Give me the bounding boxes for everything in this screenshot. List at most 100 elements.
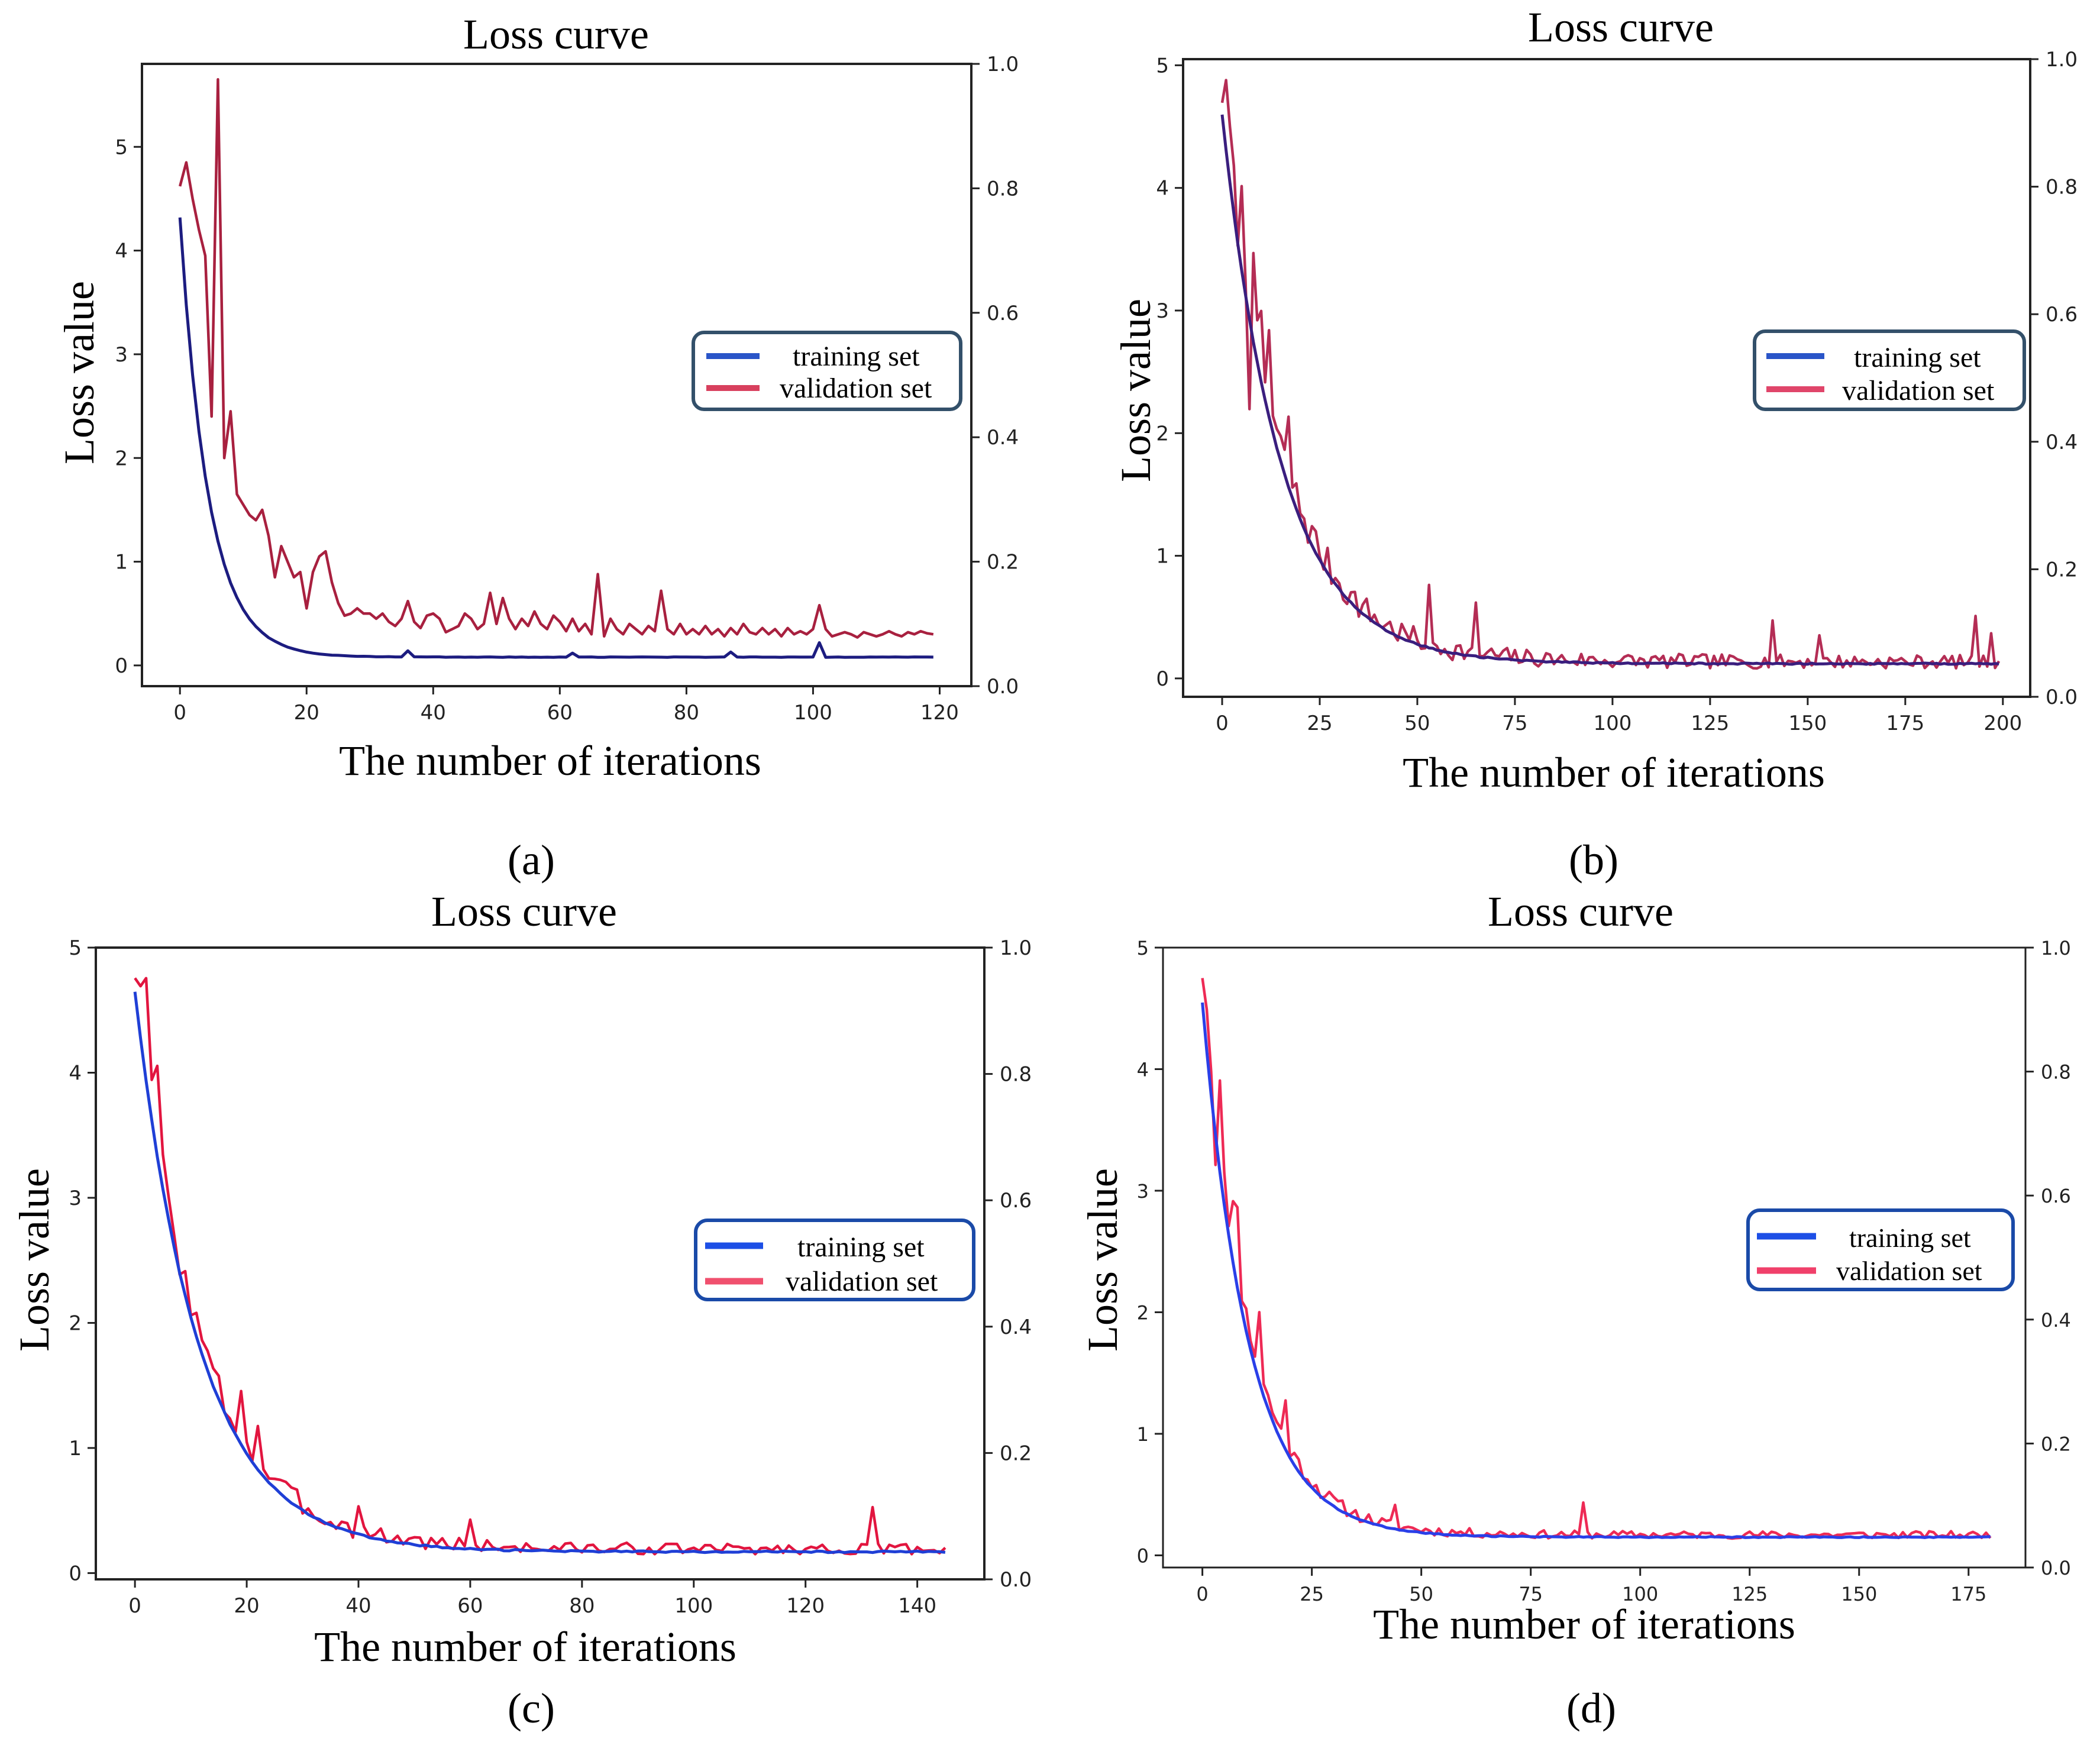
plot-frame: [1182, 58, 2031, 698]
x-tick-label: 0: [128, 1594, 141, 1618]
x-tick-label: 0: [1196, 1583, 1208, 1605]
y-tick-label: 4: [115, 240, 128, 263]
series-line-validation: [1201, 978, 1992, 1540]
y-tick-label: 1: [1137, 1423, 1149, 1446]
y2-tick-label: 0.8: [2046, 176, 2078, 199]
x-tick-label: 140: [898, 1594, 936, 1618]
y2-tick-label: 0.2: [2041, 1433, 2071, 1455]
y2-tick-label: 0.2: [1000, 1442, 1032, 1465]
legend-label-training: training set: [1854, 342, 1981, 373]
x-tick-label: 20: [294, 701, 319, 725]
y2-tick-label: 0.4: [2041, 1309, 2071, 1331]
series-line-training: [1220, 114, 1999, 666]
x-axis-label: The number of iterations: [1403, 749, 1825, 796]
legend: training set validation set: [694, 1219, 975, 1301]
x-tick-label: 175: [1950, 1583, 1986, 1605]
x-tick-label: 150: [1788, 712, 1827, 735]
y2-tick-label: 0.0: [987, 675, 1019, 699]
x-tick-label: 40: [421, 701, 446, 725]
y2-tick-label: 0.6: [987, 302, 1019, 325]
panel-a: Loss curve 0 20 40 60 80 100 120 0 1 2 3 4 5 0.0 0.2 0.…: [56, 11, 1019, 884]
y-tick-label: 3: [69, 1187, 82, 1210]
y-tick-label: 2: [69, 1311, 82, 1335]
y-axis-label: Loss value: [1112, 299, 1159, 482]
chart-title: Loss curve: [1488, 888, 1673, 935]
chart-title: Loss curve: [463, 11, 649, 58]
plot-frame: [141, 63, 973, 687]
y2-tick-label: 0.0: [1000, 1568, 1032, 1592]
y2-tick-label: 0.8: [2041, 1061, 2071, 1084]
legend-label-training: training set: [1849, 1223, 1971, 1253]
y-tick-label: 2: [1156, 422, 1169, 445]
y2-tick-label: 0.4: [1000, 1316, 1032, 1339]
x-tick-label: 75: [1519, 1583, 1543, 1605]
plot-frame: [1162, 946, 2027, 1569]
y-tick-label: 3: [115, 343, 128, 367]
y-axis-label: Loss value: [1079, 1168, 1126, 1352]
legend-label-validation: validation set: [786, 1266, 938, 1297]
plot-frame: [95, 946, 986, 1581]
y2-tick-label: 1.0: [1000, 936, 1032, 960]
x-tick-label: 40: [345, 1594, 371, 1618]
x-tick-label: 125: [1691, 712, 1729, 735]
chart-title: Loss curve: [1528, 4, 1714, 51]
x-tick-label: 60: [457, 1594, 483, 1618]
y-tick-label: 1: [69, 1437, 82, 1460]
legend: training set validation set: [692, 331, 962, 411]
x-tick-label: 0: [1216, 712, 1229, 735]
y-tick-label: 5: [1137, 937, 1149, 959]
series-line-training: [178, 217, 933, 659]
x-tick-label: 100: [1593, 712, 1631, 735]
y-tick-label: 4: [69, 1061, 82, 1085]
series-line-training: [133, 991, 946, 1554]
y-tick-label: 5: [69, 936, 82, 960]
y2-tick-label: 1.0: [2046, 48, 2078, 72]
x-tick-label: 60: [547, 701, 573, 725]
y-tick-label: 5: [1156, 54, 1169, 77]
y-tick-label: 2: [1137, 1301, 1149, 1324]
y2-tick-label: 0.6: [1000, 1189, 1032, 1213]
legend-box: [694, 1219, 975, 1301]
y-tick-label: 3: [1156, 299, 1169, 323]
series-line-training: [1201, 1002, 1991, 1539]
x-tick-label: 25: [1300, 1583, 1324, 1605]
x-tick-label: 25: [1307, 712, 1332, 735]
y-tick-label: 0: [1156, 667, 1169, 691]
legend-label-validation: validation set: [1836, 1256, 1982, 1286]
y-tick-label: 3: [1137, 1180, 1149, 1203]
legend-label-training: training set: [797, 1232, 925, 1263]
y2-tick-label: 0.2: [987, 551, 1019, 574]
panel-label: (d): [1566, 1685, 1616, 1732]
x-axis-label: The number of iterations: [1373, 1601, 1795, 1648]
y2-tick-label: 0.0: [2046, 686, 2078, 709]
y2-tick-label: 1.0: [2041, 937, 2071, 959]
legend-label-training: training set: [793, 341, 920, 372]
panel-label: (c): [508, 1685, 555, 1732]
x-tick-label: 120: [920, 701, 959, 725]
x-tick-label: 75: [1502, 712, 1527, 735]
y2-tick-label: 0.4: [987, 426, 1019, 450]
y-tick-label: 4: [1156, 177, 1169, 201]
x-tick-label: 175: [1886, 712, 1924, 735]
x-axis-label: The number of iterations: [314, 1623, 736, 1670]
series-line-validation: [179, 78, 934, 639]
x-tick-label: 120: [786, 1594, 825, 1618]
x-tick-label: 200: [1983, 712, 2022, 735]
x-tick-label: 50: [1409, 1583, 1433, 1605]
x-tick-label: 80: [674, 701, 699, 725]
y2-tick-label: 0.0: [2041, 1557, 2071, 1579]
x-tick-label: 150: [1841, 1583, 1877, 1605]
x-tick-label: 125: [1731, 1583, 1768, 1605]
legend: training set validation set: [1753, 329, 2026, 411]
y2-tick-label: 0.4: [2046, 431, 2078, 454]
x-tick-label: 100: [674, 1594, 713, 1618]
panel-label: (a): [508, 836, 555, 884]
y-tick-label: 1: [1156, 545, 1169, 568]
x-axis-label: The number of iterations: [339, 737, 761, 784]
x-tick-label: 50: [1404, 712, 1430, 735]
panel-label: (b): [1569, 836, 1618, 884]
y-tick-label: 0: [69, 1562, 82, 1585]
panel-c: Loss curve 0 20 40 60 80 100 120 140 0 1 2 3 4 5 0.0 0.…: [11, 888, 1032, 1732]
